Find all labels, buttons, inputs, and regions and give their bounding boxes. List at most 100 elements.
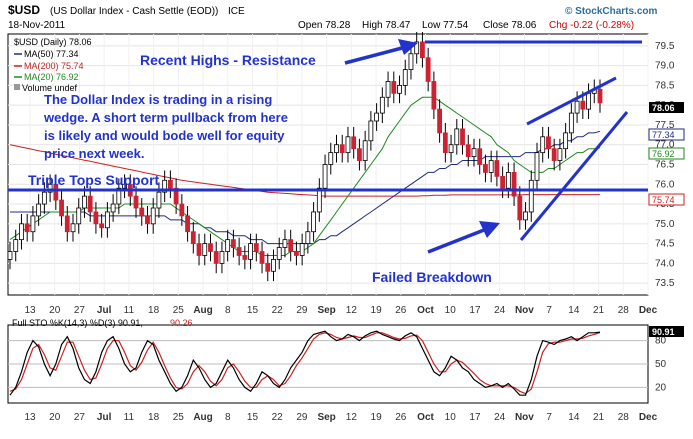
stoch-x-tick: 13: [24, 412, 36, 423]
stoch-y-tick: 20: [655, 382, 667, 393]
candle-body: [259, 251, 265, 264]
legend-volume: Volume undef: [22, 83, 78, 93]
ma200-line: [9, 144, 600, 197]
price-x-tick: 25: [173, 305, 185, 316]
wedge-upper-line: [526, 76, 617, 126]
price-x-tick: 28: [618, 305, 630, 316]
candle-body: [528, 179, 534, 213]
candle-body: [460, 128, 465, 146]
price-x-tick: 13: [24, 305, 36, 316]
price-x-tick: Aug: [193, 305, 212, 316]
candle-body: [162, 179, 168, 193]
candle-body: [442, 132, 448, 154]
wedge-note-line-1: The Dollar Index is trading in a rising: [44, 92, 272, 107]
candle-body: [145, 215, 150, 225]
price-x-tick: 10: [445, 305, 457, 316]
candle-body: [322, 164, 328, 189]
candle-body: [87, 195, 93, 213]
candle-body: [534, 152, 540, 181]
candle-body: [294, 251, 299, 256]
price-y-tick: 78.5: [655, 80, 675, 91]
candle-body: [305, 231, 311, 244]
price-x-tick: Jul: [97, 305, 112, 316]
ma20-line: [9, 96, 601, 256]
stoch-x-tick: 8: [225, 412, 231, 423]
candle-body: [110, 203, 116, 213]
legend-price: $USD (Daily) 78.06: [14, 37, 92, 47]
stockcharts-brand: © StockCharts.com: [565, 6, 658, 17]
candle-body: [471, 148, 477, 157]
price-badges: 78.06 77.34 76.92 75.74: [648, 102, 685, 206]
price-y-tick: 77.5: [655, 120, 675, 131]
ma200-badge-text: 75.74: [652, 195, 675, 205]
candle-body: [385, 81, 391, 98]
candle-body: [477, 148, 483, 165]
price-x-tick: 26: [395, 305, 407, 316]
candle-body: [282, 239, 288, 248]
candle-body: [64, 215, 70, 233]
candle-body: [7, 251, 13, 260]
stoch-x-tick: 20: [49, 412, 61, 423]
candle-body: [551, 148, 557, 161]
stoch-x-tick: 11: [124, 412, 135, 423]
candle-body: [563, 132, 569, 150]
candle-body: [586, 92, 591, 110]
stoch-x-tick: Aug: [193, 412, 212, 423]
price-x-tick: 29: [296, 305, 308, 316]
candle-body: [339, 144, 345, 154]
price-candles: [7, 32, 603, 282]
stoch-y-tick: 50: [655, 359, 667, 370]
legend-ma50: MA(50) 77.34: [24, 49, 79, 59]
candle-body: [523, 211, 528, 221]
candle-body: [368, 120, 374, 142]
candle-body: [236, 247, 242, 256]
stoch-x-tick: 10: [445, 412, 457, 423]
candle-body: [483, 164, 488, 173]
candle-body: [345, 136, 351, 154]
support-annotation: Triple Tops Support: [28, 172, 160, 188]
price-y-tick: 77.0: [655, 140, 675, 151]
price-x-tick: 12: [346, 305, 358, 316]
price-x-tick: 20: [49, 305, 61, 316]
candle-body: [517, 195, 523, 221]
candle-body: [437, 108, 443, 134]
chart-legend: $USD (Daily) 78.06 MA(50) 77.34 MA(200) …: [14, 37, 92, 93]
wedge-note-line-4: price next week.: [44, 146, 144, 161]
candle-body: [379, 96, 385, 114]
ma20-badge-text: 76.92: [652, 149, 675, 159]
candle-body: [13, 239, 19, 252]
stoch-x-tick: Oct: [417, 412, 434, 423]
candle-body: [150, 207, 156, 225]
price-x-tick: 7: [546, 305, 552, 316]
candle-body: [41, 191, 47, 205]
candle-body: [568, 112, 574, 134]
candle-body: [580, 100, 586, 110]
price-y-tick: 76.0: [655, 179, 675, 190]
stoch-x-axis: 13 20 27 Jul 11 18 25 Aug 8 15 22 29 Sep 12 19 26 Oct 10 1…: [24, 412, 657, 423]
price-x-tick: 21: [593, 305, 605, 316]
candle-body: [253, 243, 259, 252]
ohlc-open: Open 78.28: [298, 20, 351, 31]
candle-body: [351, 136, 357, 150]
candle-body: [133, 195, 139, 209]
candle-body: [494, 160, 500, 177]
candle-body: [431, 81, 437, 110]
candle-body: [30, 215, 36, 233]
candle-body: [574, 100, 580, 114]
candle-body: [357, 148, 362, 161]
stoch-x-tick: 21: [593, 412, 605, 423]
candle-body: [271, 259, 276, 272]
ohlc-close: Close 78.06: [483, 20, 537, 31]
price-x-tick: 14: [568, 305, 580, 316]
candle-body: [179, 203, 185, 217]
candle-body: [93, 211, 99, 225]
price-x-tick: Nov: [515, 305, 534, 316]
price-x-tick: Sep: [317, 305, 335, 316]
candle-body: [82, 195, 87, 209]
price-y-tick: 76.5: [655, 160, 675, 171]
stoch-y-tick: 80: [655, 336, 667, 347]
candle-body: [190, 231, 196, 244]
candle-body: [230, 239, 236, 248]
